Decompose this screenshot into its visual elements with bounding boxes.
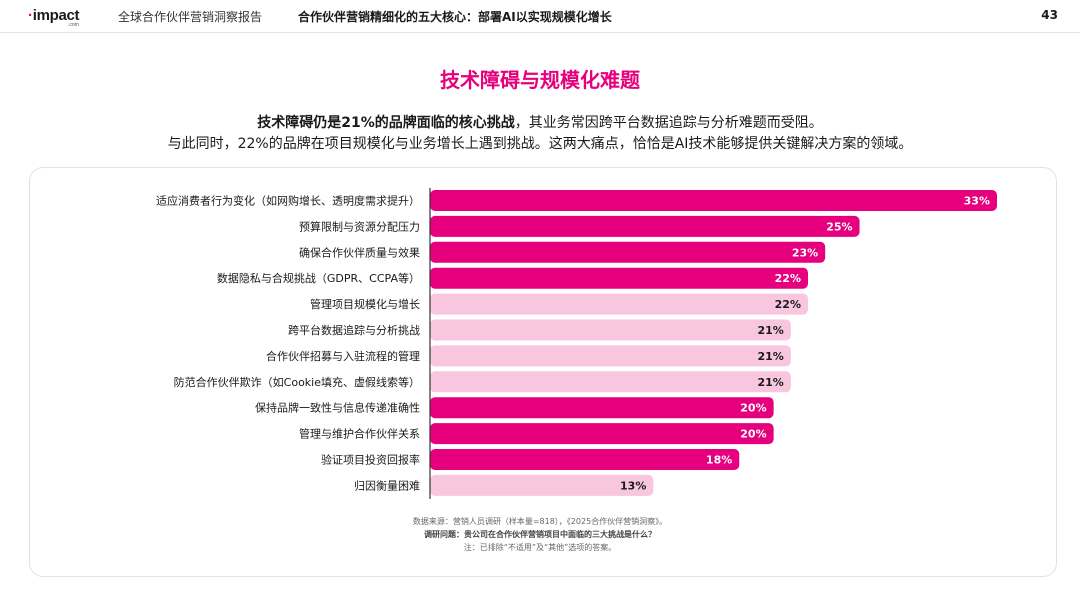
category-label: 确保合作伙伴质量与效果 (299, 245, 420, 259)
bar-6 (430, 319, 791, 341)
intro-line-1-rest: ，其业务常因跨平台数据追踪与分析难题而受阻。 (514, 115, 823, 131)
intro-text: 技术障碍仍是21%的品牌面临的核心挑战，其业务常因跨平台数据追踪与分析难题而受阻… (0, 113, 1080, 155)
bar-9 (430, 397, 774, 419)
bar-2 (430, 215, 860, 237)
bar-8 (430, 371, 791, 393)
bar-5 (430, 293, 808, 315)
footnote-note: 注：已排除“不适用”及“其他”选项的答案。 (463, 543, 617, 552)
data-label: 20% (740, 428, 766, 441)
impact-logo[interactable]: ·impact .com (28, 7, 80, 28)
report-name: 全球合作伙伴营销洞察报告 (118, 10, 263, 24)
category-label: 验证项目投资回报率 (321, 453, 420, 467)
footnote-question: 调研问题：贵公司在合作伙伴营销项目中面临的三大挑战是什么？ (424, 530, 656, 539)
data-label: 21% (757, 350, 783, 363)
category-label: 数据隐私与合规挑战（GDPR、CCPA等） (217, 271, 420, 285)
category-label: 管理与维护合作伙伴关系 (299, 427, 420, 441)
page-title: 技术障碍与规模化难题 (440, 68, 640, 92)
category-label: 预算限制与资源分配压力 (299, 219, 420, 233)
data-label: 22% (775, 298, 801, 311)
category-label: 管理项目规模化与增长 (310, 297, 420, 311)
category-label: 保持品牌一致性与信息传递准确性 (255, 401, 420, 415)
data-label: 23% (792, 246, 818, 259)
bar-12 (430, 474, 654, 496)
bar-11 (430, 449, 740, 470)
bar-1 (430, 190, 997, 211)
data-label: 33% (964, 195, 990, 208)
bar-3 (430, 241, 826, 263)
data-label: 21% (757, 376, 783, 389)
category-label: 跨平台数据追踪与分析挑战 (288, 323, 420, 337)
bar-7 (430, 345, 791, 367)
category-label: 适应消费者行为变化（如网购增长、透明度需求提升） (156, 194, 420, 208)
bar-4 (430, 267, 808, 289)
top-bar: ·impact .com 全球合作伙伴营销洞察报告 合作伙伴营销精细化的五大核心：… (0, 0, 1080, 33)
data-label: 22% (775, 272, 801, 285)
intro-line-1: 技术障碍仍是21%的品牌面临的核心挑战，其业务常因跨平台数据追踪与分析难题而受阻… (0, 113, 1080, 134)
logo-dot-icon: · (28, 7, 33, 24)
data-label: 18% (706, 454, 732, 467)
data-label: 13% (620, 479, 646, 492)
category-label: 防范合作伙伴欺诈（如Cookie填充、虚假线索等） (174, 375, 420, 389)
data-label: 21% (757, 324, 783, 337)
logo-subtext: .com (68, 22, 79, 28)
page-number: 43 (1041, 8, 1058, 22)
data-label: 20% (740, 402, 766, 415)
data-label: 25% (826, 220, 852, 233)
logo-text: impact (32, 7, 80, 24)
footnote-source: 数据来源：营销人员调研（样本量=818），《2025合作伙伴营销洞察》。 (412, 517, 668, 526)
intro-highlight: 技术障碍仍是21%的品牌面临的核心挑战 (257, 115, 515, 131)
category-label: 归因衡量困难 (354, 478, 420, 492)
section-title: 合作伙伴营销精细化的五大核心：部署AI以实现规模化增长 (298, 10, 612, 24)
intro-line-2: 与此同时，22%的品牌在项目规模化与业务增长上遇到挑战。这两大痛点，恰恰是AI技… (167, 136, 913, 152)
category-label: 合作伙伴招募与入驻流程的管理 (266, 349, 420, 363)
bar-10 (430, 423, 774, 445)
